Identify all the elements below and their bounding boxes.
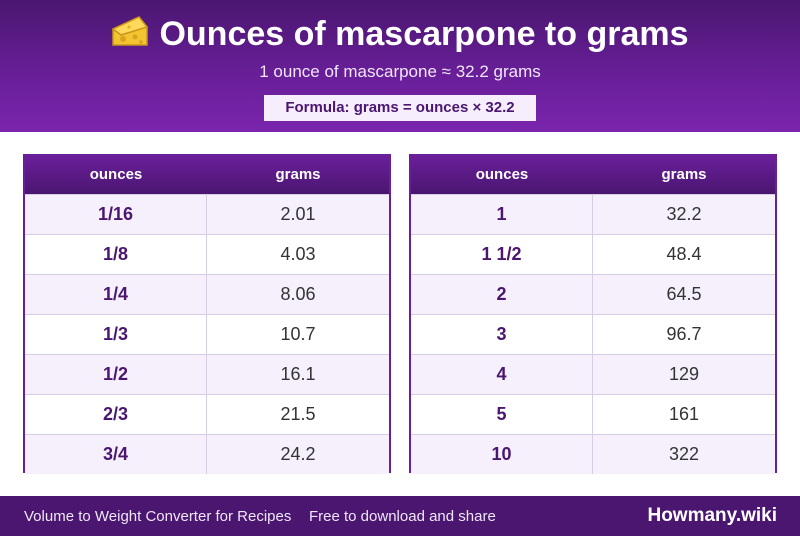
header: Ounces of mascarpone to grams 1 ounce of… <box>0 0 800 132</box>
conversion-table-right: ounces grams 1 32.2 1 1/2 48.4 2 64.5 3 96.7… <box>409 154 777 474</box>
ounces-cell: 5 <box>411 395 593 434</box>
footer-converter-link[interactable]: Volume to Weight Converter for Recipes <box>24 508 292 525</box>
grams-cell: 48.4 <box>666 244 702 264</box>
ounces-cell: 1/2 <box>25 355 207 394</box>
column-header-grams: grams <box>661 166 707 183</box>
table-row: 1 32.2 <box>411 194 775 234</box>
grams-cell: 24.2 <box>280 444 316 464</box>
ounces-cell: 1/4 <box>25 275 207 314</box>
subtitle: 1 ounce of mascarpone ≈ 32.2 grams <box>259 62 541 81</box>
grams-cell: 64.5 <box>666 284 702 304</box>
ounces-cell: 1 1/2 <box>411 235 593 274</box>
table-header: ounces grams <box>411 156 775 194</box>
table-row: 1/8 4.03 <box>25 234 389 274</box>
grams-cell: 96.7 <box>666 324 702 344</box>
ounces-cell: 4 <box>411 355 593 394</box>
page-title-text: Ounces of mascarpone to grams <box>159 15 689 53</box>
grams-cell: 4.03 <box>280 244 316 264</box>
grams-cell: 32.2 <box>666 204 702 224</box>
page-title: Ounces of mascarpone to grams <box>0 14 800 58</box>
ounces-cell: 3/4 <box>25 435 207 474</box>
grams-cell: 2.01 <box>280 204 316 224</box>
ounces-cell: 1 <box>411 195 593 234</box>
conversion-table-left: ounces grams 1/16 2.01 1/8 4.03 1/4 8.06 1/… <box>23 154 391 474</box>
table-row: 1/16 2.01 <box>25 194 389 234</box>
footer-tagline: Free to download and share <box>309 508 496 525</box>
table-row: 2 64.5 <box>411 274 775 314</box>
table-row: 1/3 10.7 <box>25 314 389 354</box>
table-row: 4 129 <box>411 354 775 394</box>
table-row: 3 96.7 <box>411 314 775 354</box>
table-row: 1/2 16.1 <box>25 354 389 394</box>
grams-cell: 161 <box>668 404 700 424</box>
table-body: 1 32.2 1 1/2 48.4 2 64.5 3 96.7 4 129 5 161 10… <box>411 194 775 474</box>
footer: Volume to Weight Converter for Recipes F… <box>0 496 800 536</box>
grams-cell: 21.5 <box>280 404 316 424</box>
ounces-cell: 2 <box>411 275 593 314</box>
grams-cell: 8.06 <box>280 284 316 304</box>
cheese-icon <box>111 15 149 58</box>
ounces-cell: 1/16 <box>25 195 207 234</box>
table-row: 10 322 <box>411 434 775 474</box>
grams-cell: 10.7 <box>280 324 316 344</box>
ounces-cell: 1/3 <box>25 315 207 354</box>
ounces-cell: 1/8 <box>25 235 207 274</box>
table-row: 1/4 8.06 <box>25 274 389 314</box>
ounces-cell: 10 <box>411 435 593 474</box>
table-body: 1/16 2.01 1/8 4.03 1/4 8.06 1/3 10.7 1/2 16.1… <box>25 194 389 474</box>
grams-cell: 16.1 <box>280 364 316 384</box>
column-header-grams: grams <box>275 166 321 183</box>
table-row: 1 1/2 48.4 <box>411 234 775 274</box>
table-row: 3/4 24.2 <box>25 434 389 474</box>
ounces-cell: 3 <box>411 315 593 354</box>
brand-logo[interactable]: Howmany.wiki <box>647 505 777 526</box>
column-header-ounces: ounces <box>475 166 529 183</box>
table-header: ounces grams <box>25 156 389 194</box>
column-header-ounces: ounces <box>89 166 143 183</box>
table-row: 5 161 <box>411 394 775 434</box>
ounces-cell: 2/3 <box>25 395 207 434</box>
formula-badge: Formula: grams = ounces × 32.2 <box>264 95 536 121</box>
grams-cell: 322 <box>668 444 700 464</box>
grams-cell: 129 <box>668 364 700 384</box>
table-row: 2/3 21.5 <box>25 394 389 434</box>
